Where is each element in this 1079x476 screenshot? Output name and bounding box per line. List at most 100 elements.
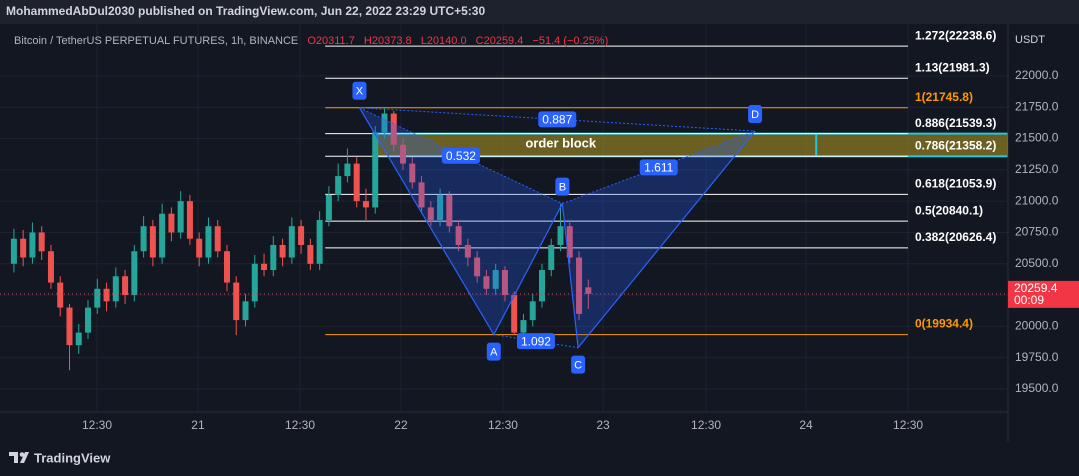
y-tick-label: 20750.0: [1015, 225, 1059, 239]
ratio-label: 1.611: [644, 161, 673, 175]
tradingview-logo: [9, 452, 29, 463]
candle-body: [548, 244, 555, 271]
fib-label: 0.886(21539.3): [915, 116, 996, 130]
x-tick-label: 22: [394, 418, 408, 432]
candle-body: [344, 163, 351, 177]
candle-body: [94, 288, 101, 308]
point-label: X: [356, 86, 364, 98]
candle-body: [177, 201, 184, 233]
candle-body: [501, 270, 508, 296]
candle-body: [446, 194, 453, 227]
candle-body: [288, 226, 295, 258]
fib-label: 0.618(21053.9): [915, 177, 996, 191]
candle-body: [20, 238, 27, 258]
plot: [0, 24, 1008, 412]
ratio-label: 0.532: [446, 149, 476, 163]
fib-label: 0(19934.4): [915, 317, 973, 331]
ohlc-close: C20259.4: [476, 35, 524, 47]
y-tick-label: 21500.0: [1015, 131, 1059, 145]
candle-body: [511, 295, 518, 333]
candle-body: [529, 301, 536, 321]
fib-label: 1.272(22238.6): [915, 28, 996, 42]
candle-body: [492, 270, 499, 289]
candle-body: [75, 332, 82, 346]
x-tick-label: 12:30: [893, 418, 923, 432]
y-tick-label: 21000.0: [1015, 193, 1059, 207]
footer-brand: TradingView: [34, 450, 111, 465]
fib-label: 1.13(21981.3): [915, 60, 990, 74]
order-block-label: order block: [525, 135, 597, 150]
candle-body: [29, 232, 36, 258]
candle-body: [520, 320, 527, 333]
publisher: MohammedAbDul2030 published on TradingVi…: [6, 4, 485, 18]
currency: USDT: [1015, 34, 1045, 46]
fib-label: 0.786(21358.2): [915, 138, 996, 152]
x-tick-label: 12:30: [285, 418, 315, 432]
point-box: [555, 177, 570, 196]
candle-body: [57, 282, 64, 308]
candle-body: [261, 263, 268, 271]
point-label: B: [559, 182, 566, 194]
candle-body: [251, 263, 258, 302]
candle-body: [10, 238, 17, 264]
candle-body: [390, 113, 397, 145]
pattern-fill: [562, 131, 756, 348]
point-label: A: [490, 346, 498, 358]
candle-body: [233, 282, 240, 321]
logo-slash: [20, 452, 29, 463]
ohlc-low: L20140.0: [421, 35, 467, 47]
publish-bar: [0, 0, 1079, 24]
candle-body: [112, 276, 119, 302]
legend: Bitcoin / TetherUS PERPETUAL FUTURES, 1h…: [14, 35, 608, 47]
candle-body: [557, 226, 564, 245]
candle-body: [372, 132, 379, 208]
candle-body: [103, 288, 110, 302]
footer-bar: [0, 442, 1079, 476]
x-tick-label: 12:30: [488, 418, 518, 432]
point-box: [571, 355, 586, 374]
candle-body: [186, 201, 193, 239]
point-label: D: [751, 109, 759, 121]
candle-body: [335, 176, 342, 195]
y-tick-label: 22000.0: [1015, 68, 1059, 82]
x-tick-label: 21: [191, 418, 205, 432]
candle-body: [427, 207, 434, 220]
last-price-box: [1008, 280, 1079, 308]
y-tick-label: 21750.0: [1015, 99, 1059, 113]
point-box: [748, 105, 763, 124]
candle-body: [168, 213, 175, 233]
y-tick-label: 20500.0: [1015, 256, 1059, 270]
symbol: Bitcoin / TetherUS PERPETUAL FUTURES, 1h…: [14, 35, 298, 47]
candle-body: [149, 226, 156, 258]
candle-body: [214, 226, 221, 252]
candle-body: [307, 244, 314, 264]
y-tick-label: 19750.0: [1015, 350, 1059, 364]
candle-body: [140, 226, 147, 252]
candle-body: [47, 251, 54, 283]
point-label: C: [574, 360, 582, 372]
countdown-label: 00:09: [1014, 293, 1044, 307]
fib-label: 1(21745.8): [915, 90, 973, 104]
candle-body: [270, 244, 277, 271]
ratio-box: [516, 333, 555, 350]
candle-body: [242, 301, 249, 321]
x-tick-label: 24: [799, 418, 813, 432]
pattern-fill: [359, 107, 563, 335]
candle-body: [566, 226, 573, 258]
x-tick-label: 12:30: [691, 418, 721, 432]
candle-body: [196, 238, 203, 258]
ratio-label: 1.092: [521, 334, 551, 348]
candle-body: [122, 276, 129, 296]
x-tick-label: 23: [596, 418, 610, 432]
ohlc-high: H20373.8: [364, 35, 412, 47]
fib-label: 0.5(20840.1): [915, 203, 983, 217]
candle-body: [223, 251, 230, 283]
candle-body: [455, 226, 462, 245]
candle-body: [131, 251, 138, 296]
ohlc-open: O20311.7: [307, 35, 355, 47]
candle-body: [205, 226, 212, 258]
candle-body: [483, 276, 490, 289]
ratio-label: 0.887: [542, 113, 572, 127]
